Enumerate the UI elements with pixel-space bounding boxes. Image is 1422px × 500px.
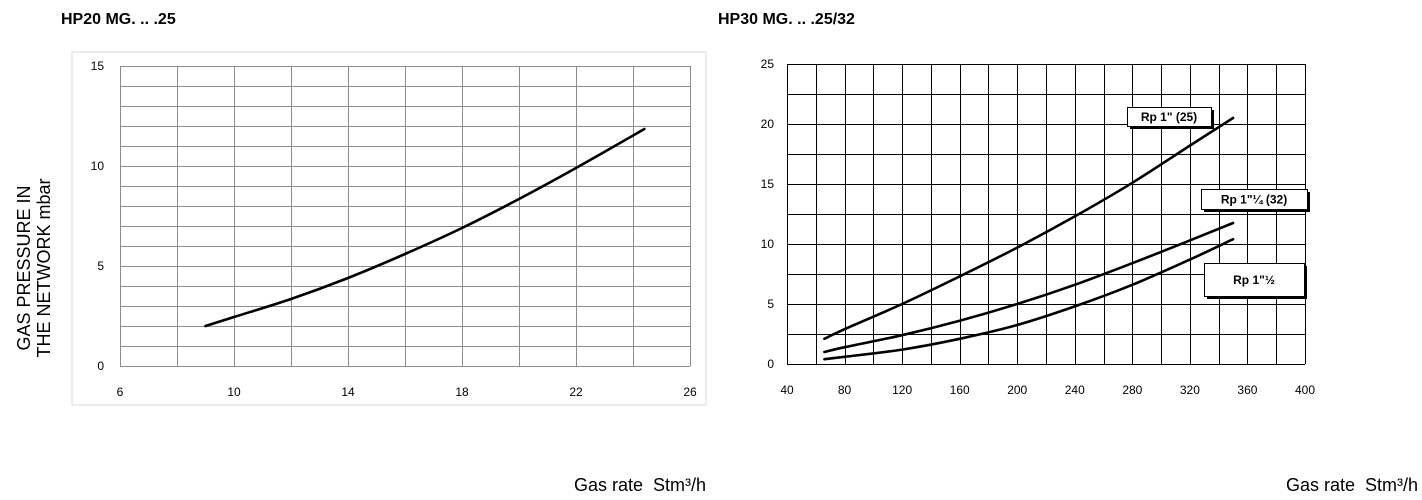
x-tick-label: 120 [892, 383, 912, 397]
y-tick-label: 10 [91, 159, 105, 173]
x-tick-label: 26 [683, 385, 697, 399]
plot-area: 40 80 120 160 200 240 280 320 360 400 0 5 10 15 20 25 Rp… [761, 57, 1316, 397]
x-tick-label: 10 [227, 385, 241, 399]
series-label: Rp 1"¼ (32) [1201, 189, 1310, 212]
series-label: Rp 1"½ [1204, 263, 1307, 299]
series-line-rp1-25 [823, 116, 1235, 341]
y-tick-label: 25 [761, 57, 775, 71]
y-axis-label-line-2: THE NETWORK mbar [34, 178, 54, 357]
x-tick-label: 18 [455, 385, 469, 399]
x-axis-label: Gas rate Stm³/h [1286, 475, 1418, 495]
y-tick-label: 10 [761, 237, 775, 251]
x-tick-label: 80 [838, 383, 852, 397]
series-label-box [1127, 107, 1212, 127]
y-tick-label: 5 [97, 259, 104, 273]
x-tick-label: 360 [1237, 383, 1257, 397]
chart-title: HP30 MG. .. .25/32 [718, 11, 855, 28]
x-tick-label: 280 [1122, 383, 1142, 397]
y-axis-label-line-1: GAS PRESSURE IN [14, 185, 34, 350]
plot-area: 6 10 14 18 22 26 0 5 10 15 [71, 51, 707, 406]
y-tick-label: 0 [767, 357, 774, 371]
x-tick-label: 40 [780, 383, 794, 397]
x-tick-label: 200 [1007, 383, 1027, 397]
chart-frame [71, 51, 707, 406]
x-axis-label: Gas rate Stm³/h [574, 475, 706, 495]
y-tick-label: 15 [761, 177, 775, 191]
chart-hp20: HP20 MG. .. .25 6 10 14 18 22 26 0 5 10 15 GAS PR… [14, 11, 707, 495]
chart-title: HP20 MG. .. .25 [61, 11, 176, 28]
y-tick-label: 0 [97, 359, 104, 373]
y-tick-label: 15 [91, 59, 105, 73]
x-tick-label: 240 [1065, 383, 1085, 397]
series-label: Rp 1" (25) [1127, 107, 1214, 129]
series-label-text: Rp 1" (25) [1141, 110, 1197, 124]
x-tick-label: 6 [117, 385, 124, 399]
series-line [204, 127, 646, 328]
x-tick-label: 22 [569, 385, 583, 399]
series-label-text: Rp 1"¼ (32) [1221, 193, 1287, 207]
y-tick-label: 20 [761, 117, 775, 131]
chart-hp30: HP30 MG. .. .25/32 40 80 120 160 200 240 280 32… [718, 11, 1418, 495]
series-label-box [1201, 189, 1308, 210]
x-tick-label: 14 [341, 385, 355, 399]
series-label-box [1204, 263, 1305, 297]
x-tick-label: 400 [1295, 383, 1315, 397]
x-tick-label: 160 [950, 383, 970, 397]
series-label-text: Rp 1"½ [1233, 273, 1275, 287]
y-tick-label: 5 [767, 297, 774, 311]
series-line-rp1-half [823, 237, 1235, 361]
series-line-rp1-quarter-32 [823, 221, 1235, 354]
x-tick-label: 320 [1180, 383, 1200, 397]
